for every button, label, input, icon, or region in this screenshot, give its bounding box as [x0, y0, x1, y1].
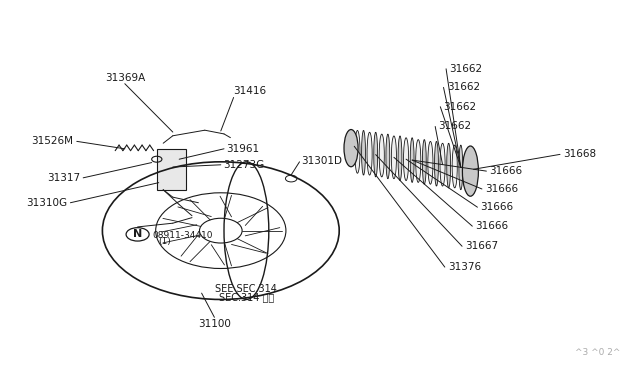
Ellipse shape: [344, 129, 358, 167]
Text: 31526M: 31526M: [31, 136, 74, 145]
Ellipse shape: [428, 141, 433, 184]
Ellipse shape: [391, 136, 397, 179]
Text: 31662: 31662: [449, 64, 483, 74]
Ellipse shape: [404, 138, 409, 180]
Text: 31662: 31662: [447, 83, 480, 92]
Ellipse shape: [367, 132, 372, 175]
Ellipse shape: [386, 134, 390, 179]
Text: 31666: 31666: [485, 184, 518, 194]
Text: 31668: 31668: [563, 150, 596, 159]
Text: 31416: 31416: [234, 86, 267, 96]
Text: 08911-34410: 08911-34410: [152, 231, 213, 240]
Text: 31273G: 31273G: [223, 160, 264, 170]
Ellipse shape: [355, 131, 360, 173]
Text: 31317: 31317: [47, 173, 80, 183]
Text: 31310G: 31310G: [26, 198, 67, 208]
Text: 31301D: 31301D: [301, 156, 342, 166]
Text: N: N: [133, 230, 142, 239]
Ellipse shape: [410, 138, 414, 182]
Ellipse shape: [398, 136, 402, 180]
Ellipse shape: [416, 140, 421, 182]
Text: 31666: 31666: [490, 166, 523, 176]
Text: 31666: 31666: [481, 202, 514, 212]
Text: ^3 ^0 2^: ^3 ^0 2^: [575, 348, 621, 357]
Text: 31666: 31666: [476, 221, 509, 231]
Text: 31961: 31961: [226, 144, 259, 154]
FancyBboxPatch shape: [157, 149, 186, 190]
Text: (1): (1): [159, 237, 172, 246]
Ellipse shape: [462, 146, 479, 196]
Ellipse shape: [374, 132, 378, 177]
Ellipse shape: [435, 141, 438, 186]
Text: 31376: 31376: [448, 262, 481, 272]
Text: SEE SEC.314: SEE SEC.314: [216, 285, 277, 294]
Ellipse shape: [422, 140, 426, 184]
Text: SEC.314 参照: SEC.314 参照: [219, 293, 274, 302]
Ellipse shape: [362, 131, 365, 175]
Text: 31100: 31100: [198, 319, 231, 329]
Text: 31369A: 31369A: [105, 73, 145, 83]
Ellipse shape: [440, 143, 445, 186]
Text: 31667: 31667: [465, 241, 499, 251]
Ellipse shape: [379, 134, 384, 177]
Text: 31662: 31662: [438, 122, 472, 131]
Ellipse shape: [459, 145, 463, 190]
Ellipse shape: [452, 145, 458, 188]
Text: 31662: 31662: [444, 102, 477, 112]
Ellipse shape: [447, 143, 451, 188]
